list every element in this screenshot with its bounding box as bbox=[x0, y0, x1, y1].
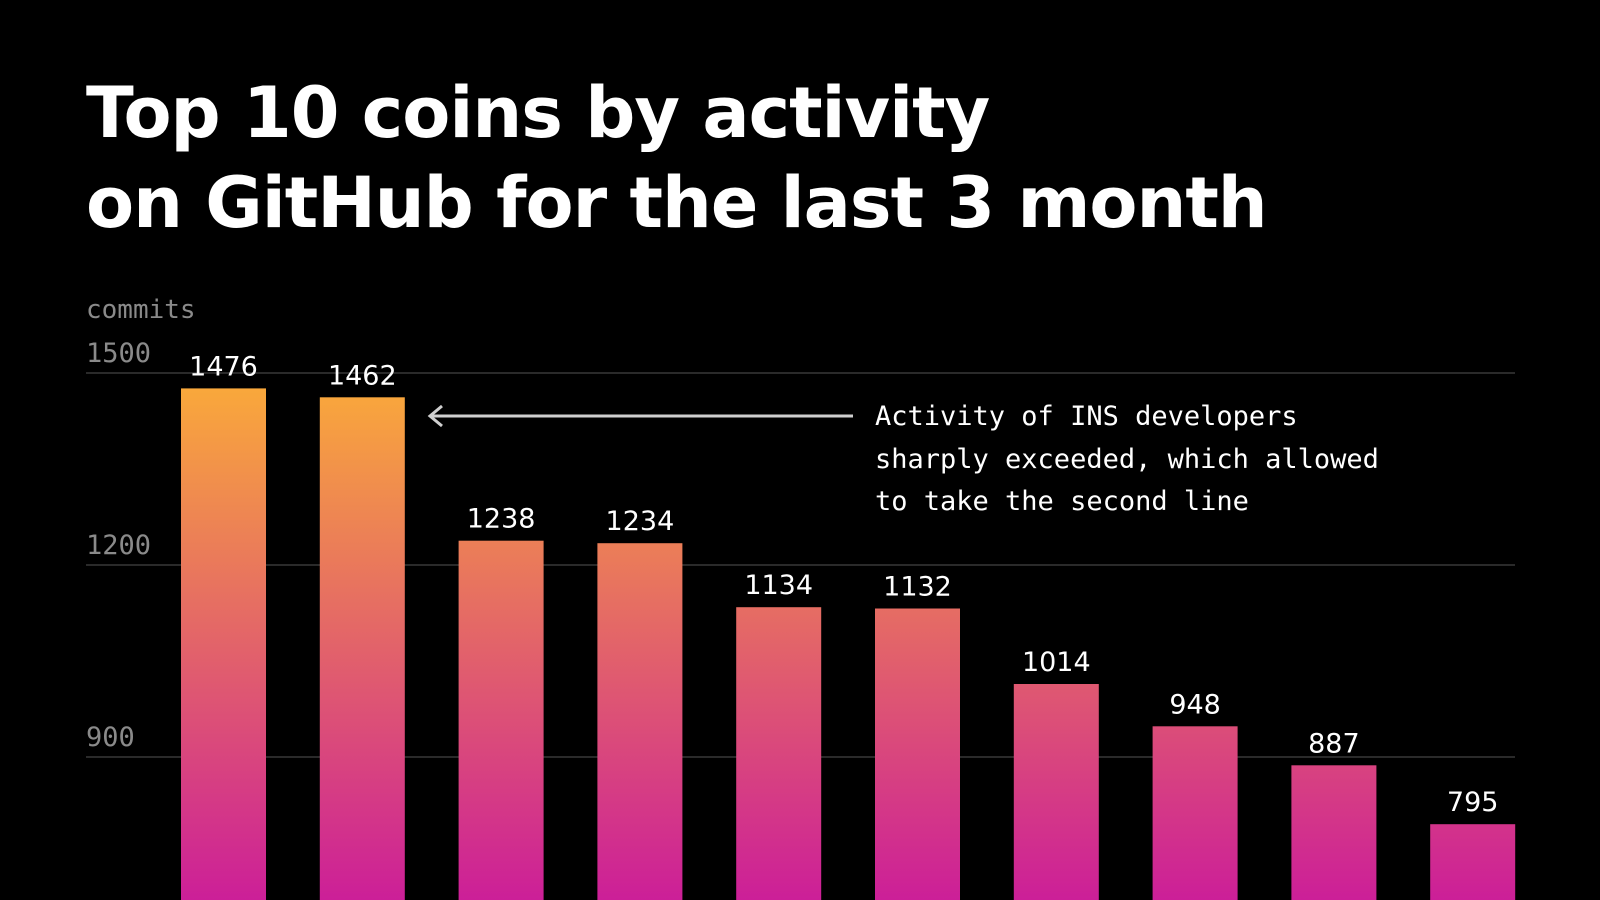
data-label-7: 1014 bbox=[1022, 647, 1091, 678]
bar-3 bbox=[458, 540, 544, 900]
bar-4 bbox=[597, 543, 683, 900]
bar-10 bbox=[1430, 824, 1516, 900]
data-label-8: 948 bbox=[1169, 689, 1221, 720]
data-label-4: 1234 bbox=[606, 506, 675, 537]
chart-title-line-1: Top 10 coins by activity bbox=[86, 72, 990, 154]
data-label-10: 795 bbox=[1447, 787, 1499, 818]
y-axis-ticks: 900 1200 1500 bbox=[86, 338, 151, 753]
annotation: Activity of INS developers sharply excee… bbox=[427, 401, 1379, 517]
chart-title: Top 10 coins by activity on GitHub for t… bbox=[86, 68, 1486, 248]
data-label-3: 1238 bbox=[467, 504, 536, 535]
chart-title-line-2: on GitHub for the last 3 month bbox=[86, 162, 1268, 244]
bar-2 bbox=[319, 397, 405, 900]
data-label-9: 887 bbox=[1308, 728, 1360, 759]
bar-5 bbox=[736, 607, 822, 900]
bar-9 bbox=[1291, 765, 1377, 900]
data-label-5: 1134 bbox=[744, 570, 813, 601]
bar-1 bbox=[181, 388, 266, 900]
data-label-2: 1462 bbox=[328, 360, 397, 391]
bar-6 bbox=[875, 608, 960, 900]
data-label-1: 1476 bbox=[189, 351, 258, 382]
y-tick-label-1200: 1200 bbox=[86, 530, 151, 561]
bar-7 bbox=[1013, 684, 1099, 900]
annotation-line-1: Activity of INS developers bbox=[875, 401, 1298, 432]
annotation-line-2: sharply exceeded, which allowed bbox=[875, 444, 1379, 475]
bar-8 bbox=[1152, 726, 1238, 900]
data-label-6: 1132 bbox=[883, 572, 952, 603]
bars bbox=[181, 388, 1516, 900]
annotation-line-3: to take the second line bbox=[875, 486, 1249, 517]
y-tick-label-900: 900 bbox=[86, 722, 135, 753]
y-tick-label-1500: 1500 bbox=[86, 338, 151, 369]
data-labels: 1476 1462 1238 1234 1134 1132 1014 948 887 795 bbox=[189, 351, 1498, 818]
annotation-arrow-head bbox=[427, 404, 443, 428]
y-axis-label: commits bbox=[86, 295, 196, 325]
